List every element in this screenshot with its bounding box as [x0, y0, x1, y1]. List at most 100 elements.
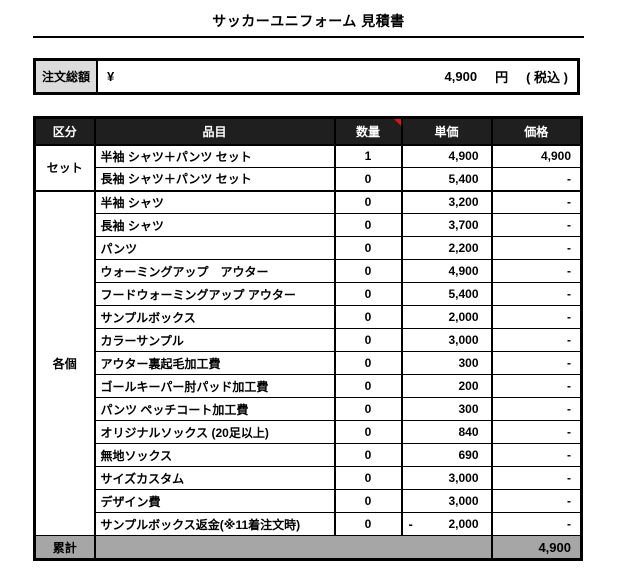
item-name-cell: ウォーミングアップ アウター	[93, 259, 336, 283]
price-cell: -	[490, 236, 583, 260]
yen-symbol: ¥	[107, 69, 115, 84]
quantity-cell[interactable]: 0	[333, 213, 403, 237]
quantity-cell[interactable]: 0	[333, 374, 403, 398]
table-row: オリジナルソックス (20足以上) 0 840 -	[35, 420, 583, 444]
group-label-individual: 各個	[33, 189, 96, 536]
price-cell: -	[490, 167, 583, 191]
column-header-price: 価格	[490, 117, 583, 146]
quantity-cell[interactable]: 0	[333, 420, 403, 444]
item-name-cell: フードウォーミングアップ アウター	[93, 282, 336, 306]
quantity-cell[interactable]: 0	[333, 167, 403, 191]
column-header-item: 品目	[93, 117, 336, 146]
unit-price-cell: 200	[400, 374, 493, 398]
order-total-label: 注文総額	[36, 61, 98, 92]
quantity-cell[interactable]: 0	[333, 443, 403, 467]
column-header-category: 区分	[33, 117, 96, 146]
price-cell: -	[490, 328, 583, 352]
item-name-cell: カラーサンプル	[93, 328, 336, 352]
price-cell: 4,900	[490, 144, 583, 168]
header-row: 区分 品目 数量 単価 価格	[33, 117, 583, 146]
unit-price-cell: 300	[400, 351, 493, 375]
item-name-cell: パンツ	[93, 236, 336, 260]
unit-price-cell: 3,000	[400, 489, 493, 513]
table-row: ウォーミングアップ アウター 0 4,900 -	[35, 259, 583, 283]
quantity-cell[interactable]: 0	[333, 282, 403, 306]
item-name-cell: サンプルボックス返金(※11着注文時)	[93, 512, 336, 536]
quantity-cell[interactable]: 0	[333, 512, 403, 536]
unit-price-cell: 3,200	[400, 189, 493, 214]
item-name-cell: ゴールキーパー肘パッド加工費	[93, 374, 336, 398]
unit-price-cell: 3,700	[400, 213, 493, 237]
order-total-unit: 円	[495, 70, 509, 85]
total-label: 累計	[33, 535, 96, 560]
unit-price-cell: 5,400	[400, 282, 493, 306]
price-cell: -	[490, 512, 583, 536]
table-row: 各個 半袖 シャツ 0 3,200 -	[33, 189, 583, 536]
column-header-unit-price: 単価	[400, 117, 493, 146]
price-cell: -	[490, 466, 583, 490]
item-name-cell: サンプルボックス	[93, 305, 336, 329]
table-row: カラーサンプル 0 3,000 -	[35, 328, 583, 352]
quantity-cell[interactable]: 0	[333, 236, 403, 260]
quantity-cell[interactable]: 0	[333, 397, 403, 421]
total-row: 累計 4,900	[33, 535, 583, 560]
price-cell: -	[490, 213, 583, 237]
table-row: パンツ ペッチコート加工費 0 300 -	[35, 397, 583, 421]
total-amount: 4,900	[490, 535, 583, 560]
order-summary-box: 注文総額 ¥ 4,900 円 ( 税込 )	[33, 58, 580, 95]
item-name-cell: アウター裏起毛加工費	[93, 351, 336, 375]
price-cell: -	[490, 189, 583, 214]
total-spacer	[93, 535, 493, 560]
table-row: パンツ 0 2,200 -	[35, 236, 583, 260]
page-title: サッカーユニフォーム 見積書	[212, 13, 405, 29]
quote-table: 区分 品目 数量 単価 価格 セット 半袖 シャツ＋パンツ セット 1 4,90…	[33, 116, 583, 561]
item-name-cell: デザイン費	[93, 489, 336, 513]
unit-price-cell: 2,000	[400, 305, 493, 329]
group-label-set: セット	[33, 144, 96, 191]
quantity-cell[interactable]: 0	[333, 305, 403, 329]
item-name-cell: サイズカスタム	[93, 466, 336, 490]
table-row: サンプルボックス返金(※11着注文時) 0 -2,000 -	[35, 512, 583, 536]
quantity-cell[interactable]: 0	[333, 466, 403, 490]
price-cell: -	[490, 489, 583, 513]
price-cell: -	[490, 420, 583, 444]
column-header-quantity-label: 数量	[355, 124, 380, 139]
table-row: フードウォーミングアップ アウター 0 5,400 -	[35, 282, 583, 306]
unit-price-cell: 840	[400, 420, 493, 444]
item-name-cell: 長袖 シャツ＋パンツ セット	[93, 167, 336, 191]
quantity-cell[interactable]: 0	[333, 328, 403, 352]
item-name-cell: オリジナルソックス (20足以上)	[93, 420, 336, 444]
unit-price-cell: 4,900	[400, 259, 493, 283]
item-name-cell: 半袖 シャツ	[93, 189, 336, 214]
unit-price-minus-sign: -	[408, 516, 413, 532]
title-underline	[33, 36, 584, 38]
item-name-cell: パンツ ペッチコート加工費	[93, 397, 336, 421]
price-cell: -	[490, 282, 583, 306]
unit-price-cell: 2,200	[400, 236, 493, 260]
table-row: セット 半袖 シャツ＋パンツ セット 1 4,900 4,900	[33, 144, 583, 191]
order-total-value-area: ¥ 4,900 円 ( 税込 )	[98, 61, 577, 92]
unit-price-value: 2,000	[448, 517, 479, 531]
price-cell: -	[490, 305, 583, 329]
price-cell: -	[490, 351, 583, 375]
table-row: サイズカスタム 0 3,000 -	[35, 466, 583, 490]
table-row: デザイン費 0 3,000 -	[35, 489, 583, 513]
item-name-cell: 無地ソックス	[93, 443, 336, 467]
quantity-cell[interactable]: 0	[333, 489, 403, 513]
price-cell: -	[490, 443, 583, 467]
quantity-cell[interactable]: 0	[333, 259, 403, 283]
table-row: ゴールキーパー肘パッド加工費 0 200 -	[35, 374, 583, 398]
item-name-cell: 半袖 シャツ＋パンツ セット	[93, 144, 336, 168]
unit-price-cell: 5,400	[400, 167, 493, 191]
quantity-cell[interactable]: 0	[333, 351, 403, 375]
tax-note: ( 税込 )	[526, 70, 568, 85]
table-row: アウター裏起毛加工費 0 300 -	[35, 351, 583, 375]
unit-price-cell: - 2,000	[400, 512, 493, 536]
unit-price-cell: 3,000	[400, 328, 493, 352]
quantity-cell[interactable]: 0	[333, 189, 403, 214]
quantity-cell[interactable]: 1	[333, 144, 403, 168]
price-cell: -	[490, 374, 583, 398]
price-cell: -	[490, 259, 583, 283]
table-row: サンプルボックス 0 2,000 -	[35, 305, 583, 329]
